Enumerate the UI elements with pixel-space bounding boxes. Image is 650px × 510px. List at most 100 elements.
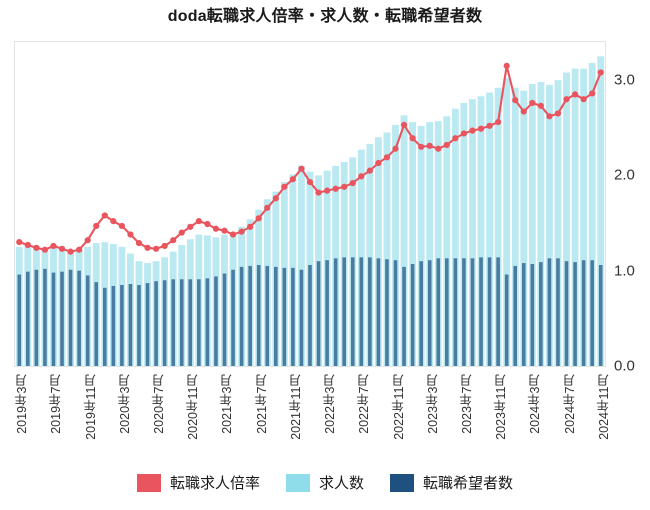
bar-job-seekers <box>239 266 244 366</box>
bar-job-seekers <box>128 284 133 366</box>
bar-job-openings <box>494 87 502 366</box>
bar-job-openings <box>451 108 459 366</box>
bar-job-seekers <box>137 285 141 366</box>
bar-job-openings <box>511 87 519 366</box>
plot-svg <box>15 56 605 366</box>
ratio-marker <box>546 113 553 120</box>
ratio-marker <box>101 212 108 219</box>
bar-job-seekers <box>34 269 39 366</box>
ratio-marker <box>152 245 160 252</box>
ratio-marker <box>435 145 442 152</box>
bar-job-openings <box>443 116 451 366</box>
bar-job-openings <box>366 143 374 366</box>
ratio-marker <box>221 227 228 234</box>
ratio-marker <box>426 142 433 149</box>
bar-job-seekers <box>325 260 329 366</box>
bar-job-seekers <box>145 283 150 366</box>
chart-legend: 転職求人倍率 求人数 転職希望者数 <box>0 472 650 493</box>
bars-job-seekers <box>17 257 603 366</box>
x-tick-label: 2023年3月 <box>425 374 440 434</box>
ratio-marker <box>281 183 288 190</box>
bar-job-seekers <box>393 260 398 366</box>
bar-job-seekers <box>436 258 441 366</box>
bar-job-seekers <box>120 285 124 366</box>
ratio-marker <box>67 248 74 255</box>
ratio-marker <box>212 225 220 232</box>
ratio-marker <box>349 179 356 187</box>
y-axis: 0.0 1.0 2.0 3.0 <box>610 41 650 375</box>
ratio-marker <box>375 159 382 167</box>
bar-job-seekers <box>214 276 218 366</box>
bar-job-openings <box>417 125 425 366</box>
ratio-marker <box>452 135 459 142</box>
bar-job-seekers <box>368 257 372 366</box>
bar-job-openings <box>374 137 382 366</box>
ratio-marker <box>520 108 527 115</box>
legend-item-ratio[interactable]: 転職求人倍率 <box>136 472 260 493</box>
ratio-marker <box>178 229 185 236</box>
x-tick-label: 2023年11月 <box>494 374 509 440</box>
bar-job-seekers <box>521 263 526 366</box>
bar-job-seekers <box>17 274 22 366</box>
x-tick-label: 2022年7月 <box>357 374 372 434</box>
bar-job-openings <box>298 165 305 366</box>
ratio-marker <box>144 244 151 251</box>
ratio-marker <box>93 222 100 230</box>
bar-job-seekers <box>470 258 475 366</box>
bar-job-seekers <box>231 269 235 366</box>
x-tick-label: 2024年3月 <box>528 374 543 434</box>
ratio-marker <box>170 237 177 244</box>
bar-job-seekers <box>154 281 158 366</box>
bar-job-seekers <box>539 262 543 366</box>
ratio-marker <box>332 185 339 192</box>
bar-job-openings <box>460 102 468 366</box>
legend-item-job-seekers[interactable]: 転職希望者数 <box>390 472 513 493</box>
ratio-marker <box>135 239 143 247</box>
bar-job-seekers <box>291 267 295 366</box>
plot-area <box>14 41 606 367</box>
bar-job-seekers <box>256 264 261 366</box>
ratio-marker <box>229 231 237 238</box>
ratio-marker <box>161 242 168 250</box>
bar-job-openings <box>469 99 476 366</box>
bar-job-seekers <box>462 258 466 366</box>
ratio-marker <box>597 69 604 76</box>
bar-job-openings <box>563 72 570 366</box>
x-tick-label: 2024年11月 <box>596 374 611 440</box>
bar-job-seekers <box>282 267 287 366</box>
x-tick-label: 2021年11月 <box>288 374 303 440</box>
bar-job-seekers <box>26 271 30 366</box>
ratio-marker <box>537 102 544 109</box>
bar-job-openings <box>434 121 442 366</box>
bar-job-seekers <box>564 261 569 366</box>
ratio-marker <box>289 176 296 183</box>
bar-job-seekers <box>479 257 483 366</box>
legend-item-job-openings[interactable]: 求人数 <box>285 472 364 493</box>
y-tick-label: 2.0 <box>614 166 635 184</box>
ratio-markers <box>16 62 604 255</box>
ratio-marker <box>580 96 587 103</box>
bar-job-seekers <box>94 282 99 366</box>
bar-job-seekers <box>487 257 492 366</box>
ratio-marker <box>50 242 57 250</box>
bar-job-seekers <box>581 260 586 366</box>
x-tick-label: 2024年7月 <box>562 374 577 434</box>
x-tick-label: 2023年7月 <box>459 374 474 434</box>
bar-job-seekers <box>51 272 56 366</box>
bar-job-seekers <box>102 287 107 366</box>
bar-job-seekers <box>556 258 560 366</box>
ratio-marker <box>512 97 519 104</box>
bar-job-seekers <box>265 265 270 366</box>
bar-job-seekers <box>445 258 449 366</box>
ratio-marker <box>118 222 125 230</box>
ratio-marker <box>503 62 510 69</box>
ratio-marker <box>16 239 23 246</box>
ratio-marker <box>24 241 31 249</box>
bar-job-openings <box>520 90 528 366</box>
bar-job-seekers <box>547 258 552 366</box>
ratio-marker <box>41 246 49 253</box>
x-axis: 2019年3月 2019年7月 2019年11月 2020年3月 2020年7月 2020… <box>0 368 650 468</box>
ratio-marker <box>238 228 245 235</box>
x-tick-label: 2022年3月 <box>323 374 338 434</box>
chart-title: doda転職求人倍率・求人数・転職希望者数 <box>167 8 483 25</box>
